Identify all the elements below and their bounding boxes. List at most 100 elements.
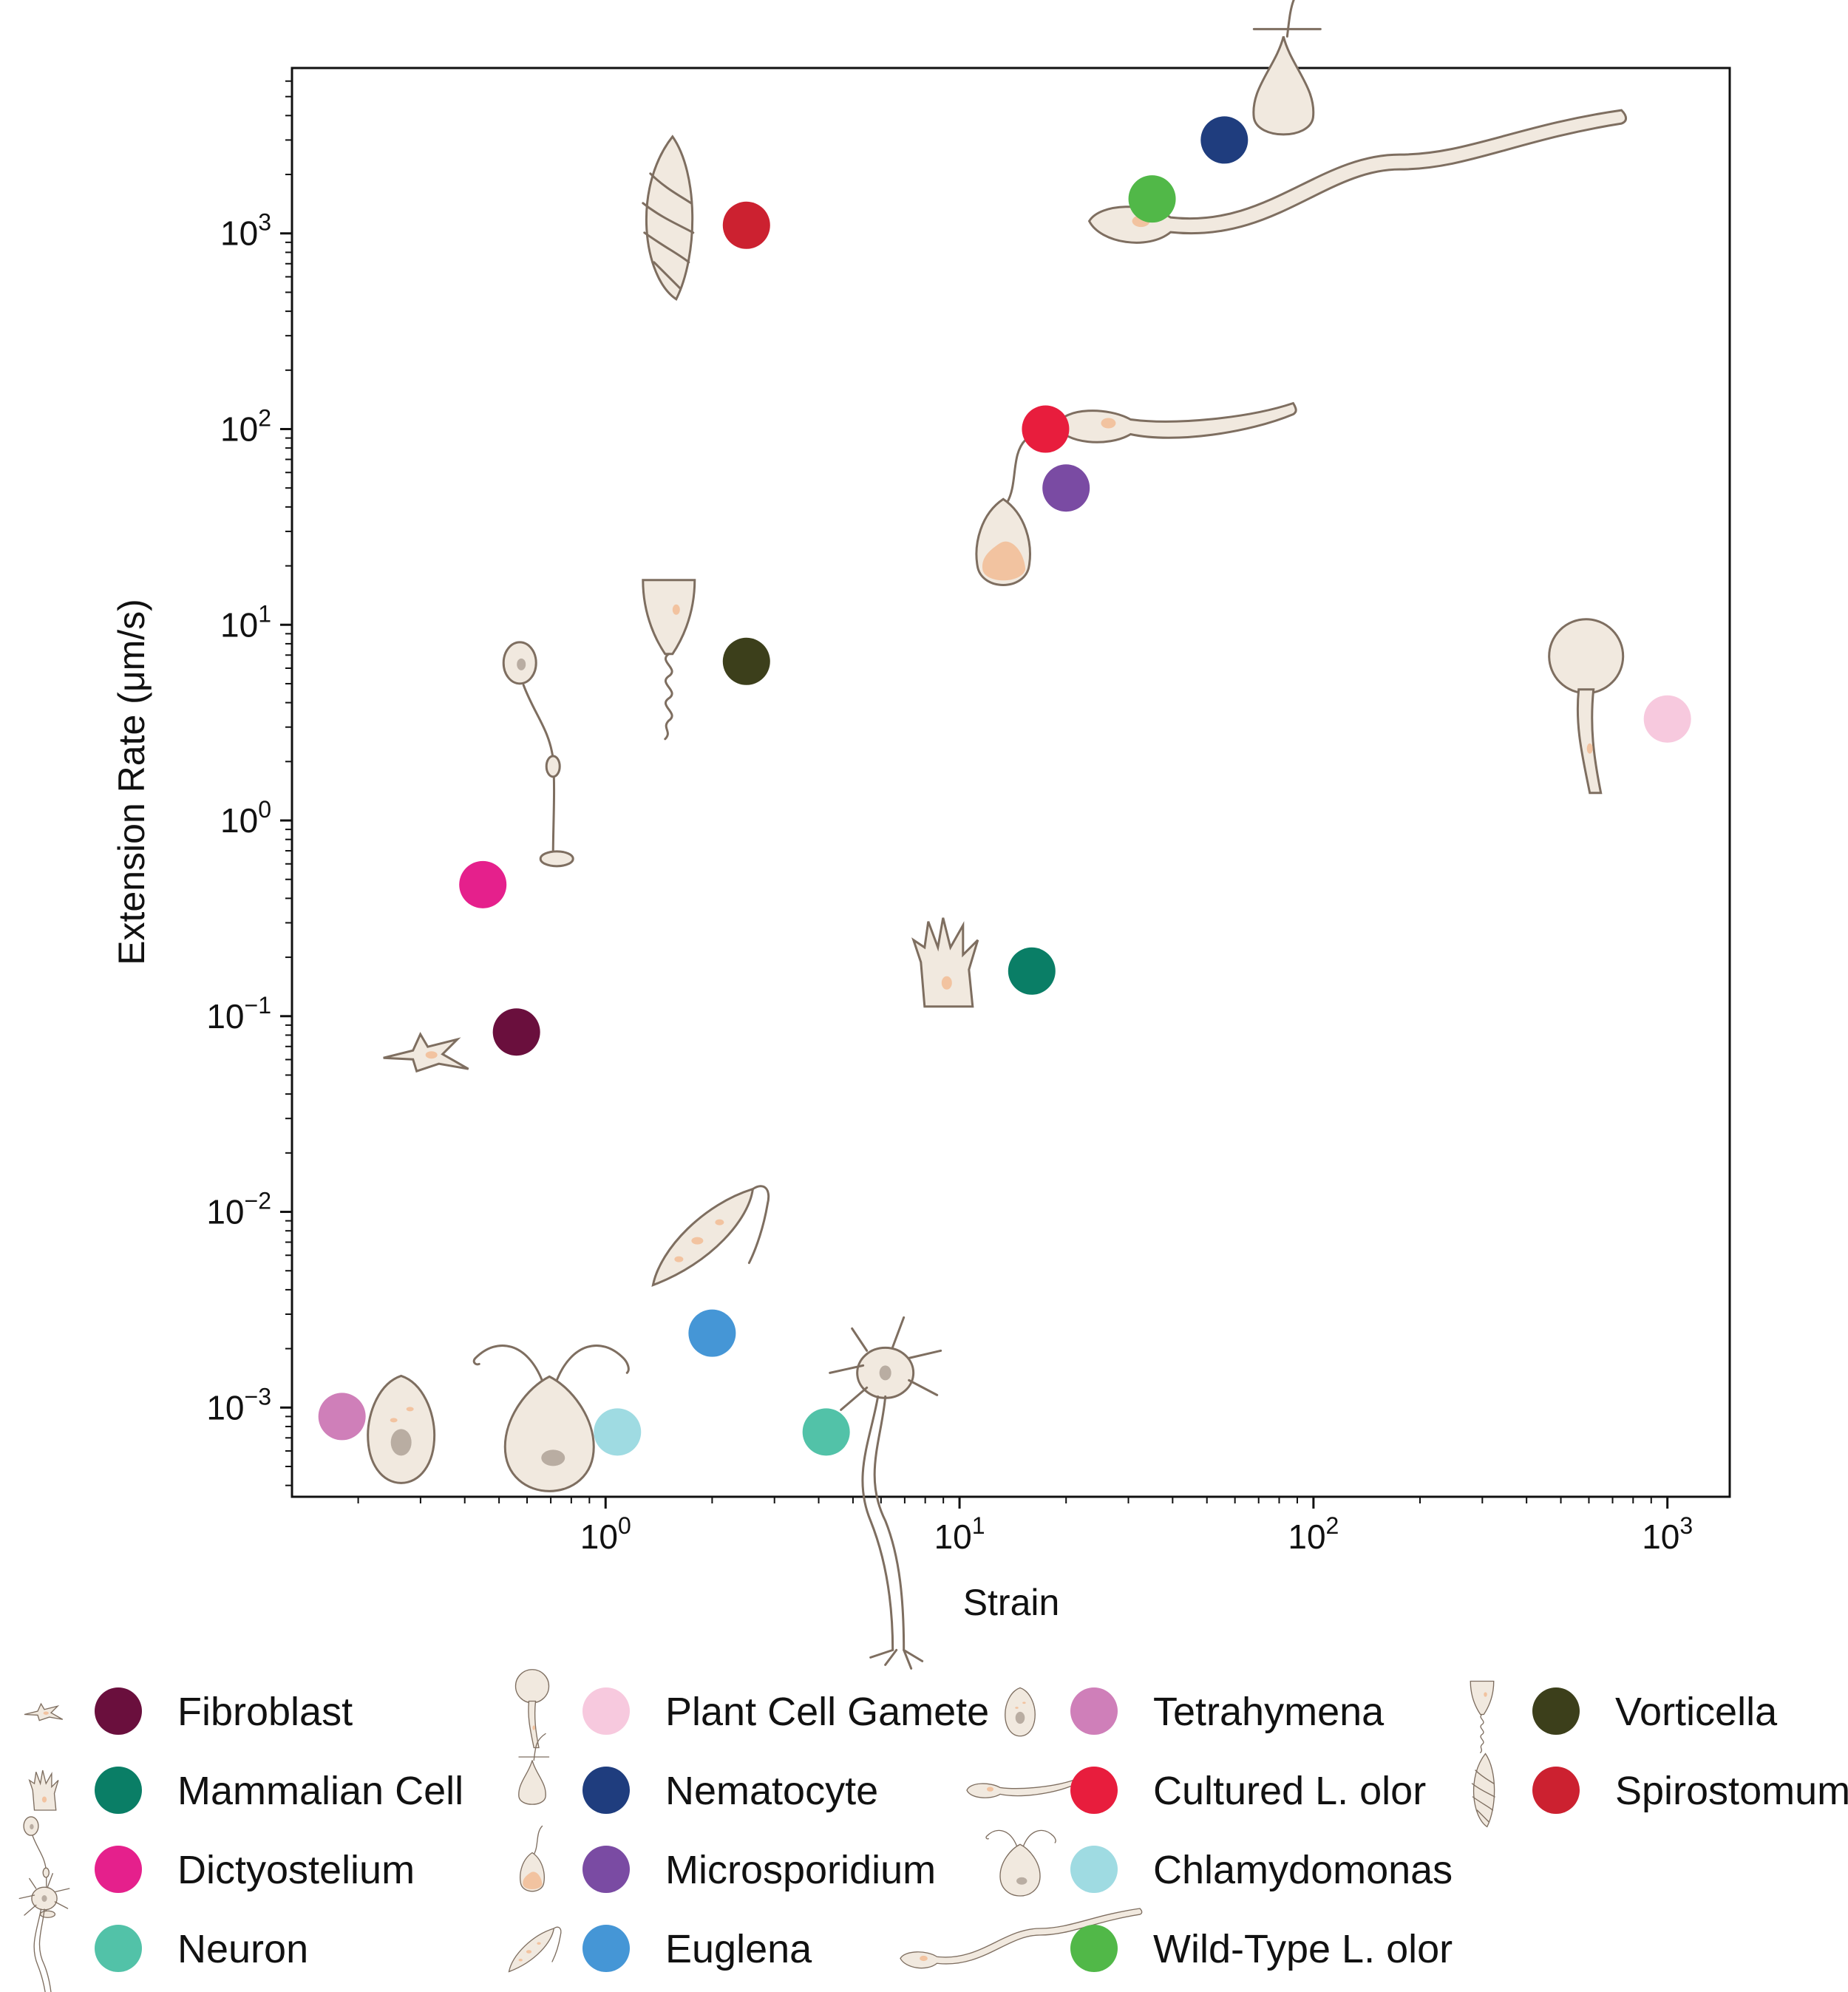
microsporidium-icon bbox=[975, 438, 1031, 586]
legend-mammalian-cell-icon bbox=[29, 1770, 59, 1811]
y-tick-exponent: −3 bbox=[245, 1383, 271, 1410]
legend-euglena-icon bbox=[508, 1926, 562, 1973]
legend-spirostomum-icon bbox=[1471, 1753, 1495, 1828]
legend-label: Mammalian Cell bbox=[177, 1769, 463, 1813]
legend-label: Dictyostelium bbox=[177, 1848, 415, 1892]
legend-item-wild-type-l-olor: Wild-Type L. olor bbox=[900, 1908, 1453, 1972]
legend-tetrahymena-icon bbox=[1005, 1687, 1036, 1737]
y-tick-exponent: −1 bbox=[245, 992, 271, 1019]
x-tick-label: 100 bbox=[580, 1512, 631, 1556]
legend-item-spirostomum: Spirostomum bbox=[1471, 1753, 1848, 1828]
y-tick-exponent: 2 bbox=[258, 405, 271, 432]
y-tick-label: 102 bbox=[220, 405, 271, 449]
legend-item-mammalian-cell: Mammalian Cell bbox=[29, 1767, 463, 1814]
legend-vorticella-icon bbox=[1470, 1680, 1495, 1753]
mammalian-cell-icon bbox=[912, 917, 979, 1008]
x-tick-label: 103 bbox=[1642, 1512, 1693, 1556]
legend-label: Chlamydomonas bbox=[1153, 1848, 1453, 1892]
cultured-l-olor-icon bbox=[1055, 402, 1297, 443]
legend-swatch bbox=[582, 1925, 630, 1972]
y-tick-exponent: 0 bbox=[258, 796, 271, 823]
y-tick-base: 10 bbox=[220, 605, 258, 644]
legend-swatch bbox=[1070, 1687, 1118, 1735]
x-tick-exponent: 2 bbox=[1326, 1512, 1339, 1539]
legend-swatch bbox=[582, 1767, 630, 1814]
legend-item-neuron: Neuron bbox=[18, 1873, 308, 1992]
legend-swatch bbox=[1532, 1687, 1580, 1735]
legend-neuron-icon bbox=[18, 1873, 70, 1992]
y-tick-label: 10−1 bbox=[206, 992, 271, 1036]
legend-cultured-l-olor-icon bbox=[966, 1779, 1076, 1798]
y-tick-label: 103 bbox=[220, 209, 271, 253]
data-point-wild-type-l-olor bbox=[1128, 175, 1176, 223]
legend-swatch bbox=[95, 1846, 142, 1893]
legend-item-plant-cell-gamete: Plant Cell Gamete bbox=[514, 1669, 989, 1749]
y-tick-label: 10−3 bbox=[206, 1383, 271, 1427]
y-tick-base: 10 bbox=[206, 1193, 244, 1231]
legend-label: Fibroblast bbox=[177, 1690, 353, 1734]
legend-swatch bbox=[582, 1846, 630, 1893]
data-point-dictyostelium bbox=[459, 860, 507, 908]
legend-label: Microsporidium bbox=[665, 1848, 936, 1892]
legend-item-microsporidium: Microsporidium bbox=[520, 1825, 936, 1893]
legend-label: Euglena bbox=[665, 1927, 812, 1971]
data-point-euglena bbox=[688, 1309, 736, 1357]
legend-label: Spirostomum bbox=[1615, 1769, 1848, 1813]
legend-item-tetrahymena: Tetrahymena bbox=[1005, 1687, 1385, 1737]
legend-item-dictyostelium: Dictyostelium bbox=[23, 1816, 415, 1918]
x-tick-base: 10 bbox=[934, 1517, 972, 1556]
x-tick-label: 101 bbox=[934, 1512, 985, 1556]
y-tick-label: 101 bbox=[220, 600, 271, 644]
legend-item-nematocyte: Nematocyte bbox=[518, 1733, 878, 1814]
x-tick-base: 10 bbox=[1288, 1517, 1325, 1556]
legend-item-vorticella: Vorticella bbox=[1470, 1680, 1778, 1753]
legend-microsporidium-icon bbox=[520, 1825, 545, 1892]
legend-swatch bbox=[1532, 1767, 1580, 1814]
plot-frame bbox=[291, 67, 1731, 1498]
legend-item-chlamydomonas: Chlamydomonas bbox=[985, 1829, 1453, 1897]
data-point-vorticella bbox=[722, 637, 770, 685]
y-tick-base: 10 bbox=[220, 801, 258, 840]
data-point-cultured-l-olor bbox=[1022, 405, 1070, 453]
legend-label: Wild-Type L. olor bbox=[1153, 1927, 1453, 1971]
y-tick-label: 100 bbox=[220, 796, 271, 840]
data-point-neuron bbox=[802, 1408, 850, 1456]
y-tick-exponent: 3 bbox=[258, 209, 271, 236]
spirostomum-icon bbox=[642, 135, 695, 301]
legend-swatch bbox=[95, 1687, 142, 1735]
cell-icons-layer bbox=[367, 0, 1628, 1670]
x-tick-exponent: 1 bbox=[972, 1512, 985, 1539]
fibroblast-icon bbox=[382, 1033, 470, 1073]
data-point-spirostomum bbox=[722, 201, 770, 249]
data-point-fibroblast bbox=[492, 1008, 540, 1056]
data-point-chlamydomonas bbox=[594, 1408, 642, 1456]
legend-item-fibroblast: Fibroblast bbox=[24, 1687, 353, 1735]
legend-item-cultured-l-olor: Cultured L. olor bbox=[966, 1767, 1426, 1814]
legend-fibroblast-icon bbox=[24, 1703, 64, 1721]
y-tick-label: 10−2 bbox=[206, 1188, 271, 1231]
dictyostelium-icon bbox=[502, 641, 574, 868]
x-tick-exponent: 0 bbox=[618, 1512, 631, 1539]
y-tick-exponent: −2 bbox=[245, 1188, 271, 1214]
x-tick-base: 10 bbox=[1642, 1517, 1679, 1556]
data-point-plant-cell-gamete bbox=[1643, 695, 1691, 743]
data-point-mammalian-cell bbox=[1008, 947, 1056, 995]
y-tick-base: 10 bbox=[206, 997, 244, 1036]
legend-swatch bbox=[582, 1687, 630, 1735]
legend-label: Neuron bbox=[177, 1927, 308, 1971]
data-points-layer bbox=[318, 116, 1691, 1456]
legend: Fibroblast Mammalian Cell Dictyostelium Neu… bbox=[18, 1669, 1848, 1992]
legend-label: Plant Cell Gamete bbox=[665, 1690, 989, 1734]
y-axis-label: Extension Rate (μm/s) bbox=[111, 599, 152, 965]
y-tick-exponent: 1 bbox=[258, 600, 271, 627]
vorticella-icon bbox=[642, 579, 696, 741]
wild-type-l-olor-icon bbox=[1088, 109, 1628, 244]
x-tick-base: 10 bbox=[580, 1517, 618, 1556]
data-point-tetrahymena bbox=[318, 1393, 366, 1441]
legend-item-euglena: Euglena bbox=[508, 1925, 812, 1973]
legend-swatch bbox=[95, 1925, 142, 1972]
data-point-nematocyte bbox=[1200, 116, 1249, 164]
data-point-microsporidium bbox=[1042, 464, 1090, 512]
legend-label: Cultured L. olor bbox=[1153, 1769, 1426, 1813]
